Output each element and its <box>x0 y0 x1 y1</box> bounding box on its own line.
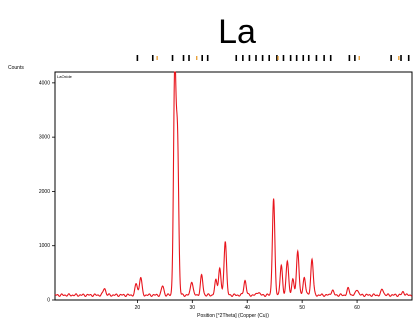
legend-label: LaOxide <box>57 74 73 79</box>
y-tick-label: 1000 <box>39 243 50 249</box>
x-tick-label: 20 <box>135 305 141 311</box>
y-tick-label: 0 <box>47 298 50 304</box>
y-ticks: 0 1000 2000 3000 4000 <box>39 80 55 304</box>
x-tick-label: 30 <box>190 305 196 311</box>
x-tick-label: 60 <box>354 305 360 311</box>
reference-pattern <box>136 55 410 61</box>
y-axis-label: Counts <box>8 65 24 71</box>
y-tick-label: 2000 <box>39 189 50 195</box>
chart-title: La <box>218 13 256 51</box>
x-ticks: 20 30 40 50 60 <box>135 300 360 311</box>
y-tick-label: 4000 <box>39 80 50 86</box>
plot-frame <box>54 71 413 301</box>
x-tick-label: 40 <box>244 305 250 311</box>
x-axis-label: Position [°2Theta] (Copper (Cu)) <box>197 313 269 319</box>
y-tick-label: 3000 <box>39 135 50 141</box>
x-tick-label: 50 <box>299 305 305 311</box>
diffraction-line <box>54 71 413 298</box>
